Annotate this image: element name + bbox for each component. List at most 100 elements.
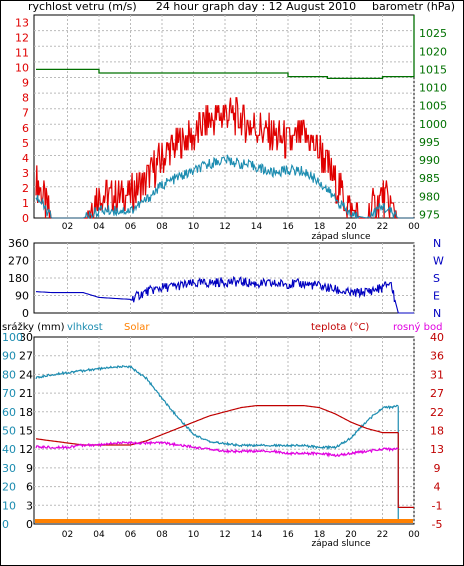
temperature-axis-tick: 18 bbox=[430, 425, 444, 438]
wind-axis-tick: 9 bbox=[22, 77, 29, 90]
humidity-axis-tick: 30 bbox=[2, 462, 16, 475]
x-tick-label: 16 bbox=[282, 222, 294, 232]
wind-axis-tick: 5 bbox=[22, 137, 29, 150]
legend-humidity: vlhkost bbox=[67, 322, 103, 333]
rain-axis-tick: 30 bbox=[19, 331, 33, 344]
chart-title: 24 hour graph day : 12 August 2010 bbox=[156, 0, 356, 13]
wind-axis-tick: 11 bbox=[15, 47, 29, 60]
wind-barometer-panel: 0123456789101112139759809859909951000100… bbox=[15, 14, 447, 242]
x-tick-label: 22 bbox=[377, 222, 388, 232]
x-tick-label: 04 bbox=[93, 222, 105, 232]
wind-axis-tick: 10 bbox=[15, 62, 29, 75]
compass-axis-tick: N bbox=[433, 237, 441, 250]
dewpoint-line bbox=[35, 440, 399, 458]
wind-axis-tick: 13 bbox=[15, 17, 29, 30]
compass-axis-tick: N bbox=[433, 307, 441, 320]
wind-average-line bbox=[35, 154, 414, 219]
direction-axis-tick: 180 bbox=[8, 272, 29, 285]
x-tick-label: 10 bbox=[188, 222, 200, 232]
x-tick-label: 02 bbox=[62, 222, 73, 232]
wind-axis-tick: 8 bbox=[22, 92, 29, 105]
humidity-axis-tick: 100 bbox=[2, 331, 23, 344]
rain-axis-tick: 15 bbox=[19, 425, 33, 438]
direction-axis-tick: 0 bbox=[22, 307, 29, 320]
wind-axis-tick: 2 bbox=[22, 182, 29, 195]
wind-direction-line bbox=[35, 275, 414, 314]
x-tick-label: 14 bbox=[251, 530, 263, 540]
x-tick-label: 20 bbox=[345, 530, 357, 540]
humidity-axis-tick: 20 bbox=[2, 481, 16, 494]
x-tick-label: 22 bbox=[377, 530, 388, 540]
barometer-label: barometr (hPa) bbox=[372, 0, 455, 13]
direction-axis-tick: 270 bbox=[8, 255, 29, 268]
temperature-axis-tick: 31 bbox=[430, 368, 444, 381]
rain-axis-tick: 18 bbox=[19, 406, 33, 419]
wind-speed-label: rychlost vetru (m/s) bbox=[28, 0, 137, 13]
barometer-axis-tick: 995 bbox=[419, 136, 440, 149]
direction-axis-tick: 90 bbox=[15, 290, 29, 303]
temperature-axis-tick: 9 bbox=[434, 462, 441, 475]
x-tick-label: 06 bbox=[125, 530, 137, 540]
temperature-axis-tick: 13 bbox=[430, 443, 444, 456]
barometer-axis-tick: 1000 bbox=[419, 118, 447, 131]
rain-axis-tick: 21 bbox=[19, 387, 33, 400]
compass-axis-tick: E bbox=[433, 290, 440, 303]
legend-temperature: teplota (°C) bbox=[311, 322, 369, 333]
barometer-line bbox=[36, 15, 415, 80]
wind-axis-tick: 0 bbox=[22, 212, 29, 225]
humidity-axis-tick: 40 bbox=[2, 443, 16, 456]
temperature-axis-tick: 36 bbox=[430, 350, 444, 363]
x-tick-label: 08 bbox=[156, 530, 168, 540]
temperature-axis-tick: 4 bbox=[434, 481, 441, 494]
temperature-drop bbox=[397, 432, 414, 508]
wind-axis-tick: 12 bbox=[15, 32, 29, 45]
wind-axis-tick: 6 bbox=[22, 122, 29, 135]
temperature-axis-tick: 22 bbox=[430, 406, 444, 419]
barometer-axis-tick: 985 bbox=[419, 172, 440, 185]
humidity-axis-tick: 70 bbox=[2, 387, 16, 400]
wind-gust-line bbox=[35, 97, 414, 219]
direction-axis-tick: 360 bbox=[8, 237, 29, 250]
rain-axis-tick: 6 bbox=[26, 481, 33, 494]
sunset-label: západ slunce bbox=[311, 232, 371, 242]
x-tick-label: 18 bbox=[314, 530, 326, 540]
x-tick-label: 08 bbox=[156, 222, 168, 232]
rain-axis-tick: 9 bbox=[26, 462, 33, 475]
humidity-axis-tick: 50 bbox=[2, 425, 16, 438]
barometer-axis-tick: 980 bbox=[419, 190, 440, 203]
solar-band bbox=[35, 519, 413, 523]
barometer-axis-tick: 975 bbox=[419, 208, 440, 221]
temperature-axis-tick: 40 bbox=[430, 331, 444, 344]
barometer-axis-tick: 1025 bbox=[419, 27, 447, 40]
barometer-axis-tick: 1010 bbox=[419, 82, 447, 95]
compass-axis-tick: W bbox=[433, 255, 444, 268]
x-tick-label: 06 bbox=[125, 222, 137, 232]
legend-rain: srážky (mm) bbox=[2, 321, 65, 333]
x-tick-label: 18 bbox=[314, 222, 326, 232]
humidity-axis-tick: 60 bbox=[2, 406, 16, 419]
x-tick-label: 00 bbox=[408, 222, 420, 232]
rain-axis-tick: 24 bbox=[19, 368, 33, 381]
x-tick-label: 00 bbox=[408, 530, 420, 540]
temperature-axis-tick: -5 bbox=[432, 518, 443, 531]
temperature-axis-tick: -1 bbox=[432, 499, 443, 512]
x-tick-label: 10 bbox=[188, 530, 200, 540]
temperature-axis-tick: 27 bbox=[430, 387, 444, 400]
humidity-axis-tick: 80 bbox=[2, 368, 16, 381]
x-tick-label: 16 bbox=[282, 530, 294, 540]
x-tick-label: 12 bbox=[219, 530, 230, 540]
barometer-axis-tick: 1020 bbox=[419, 45, 447, 58]
compass-axis-tick: S bbox=[433, 272, 440, 285]
wind-axis-tick: 1 bbox=[22, 197, 29, 210]
rain-axis-tick: 12 bbox=[19, 443, 33, 456]
x-tick-label: 04 bbox=[93, 530, 105, 540]
legend-dewpoint: rosný bod bbox=[393, 321, 442, 333]
humidity-axis-tick: 90 bbox=[2, 350, 16, 363]
rain-axis-tick: 3 bbox=[26, 499, 33, 512]
wind-axis-tick: 3 bbox=[22, 167, 29, 180]
rain-axis-tick: 0 bbox=[26, 518, 33, 531]
humidity-line bbox=[35, 365, 399, 451]
